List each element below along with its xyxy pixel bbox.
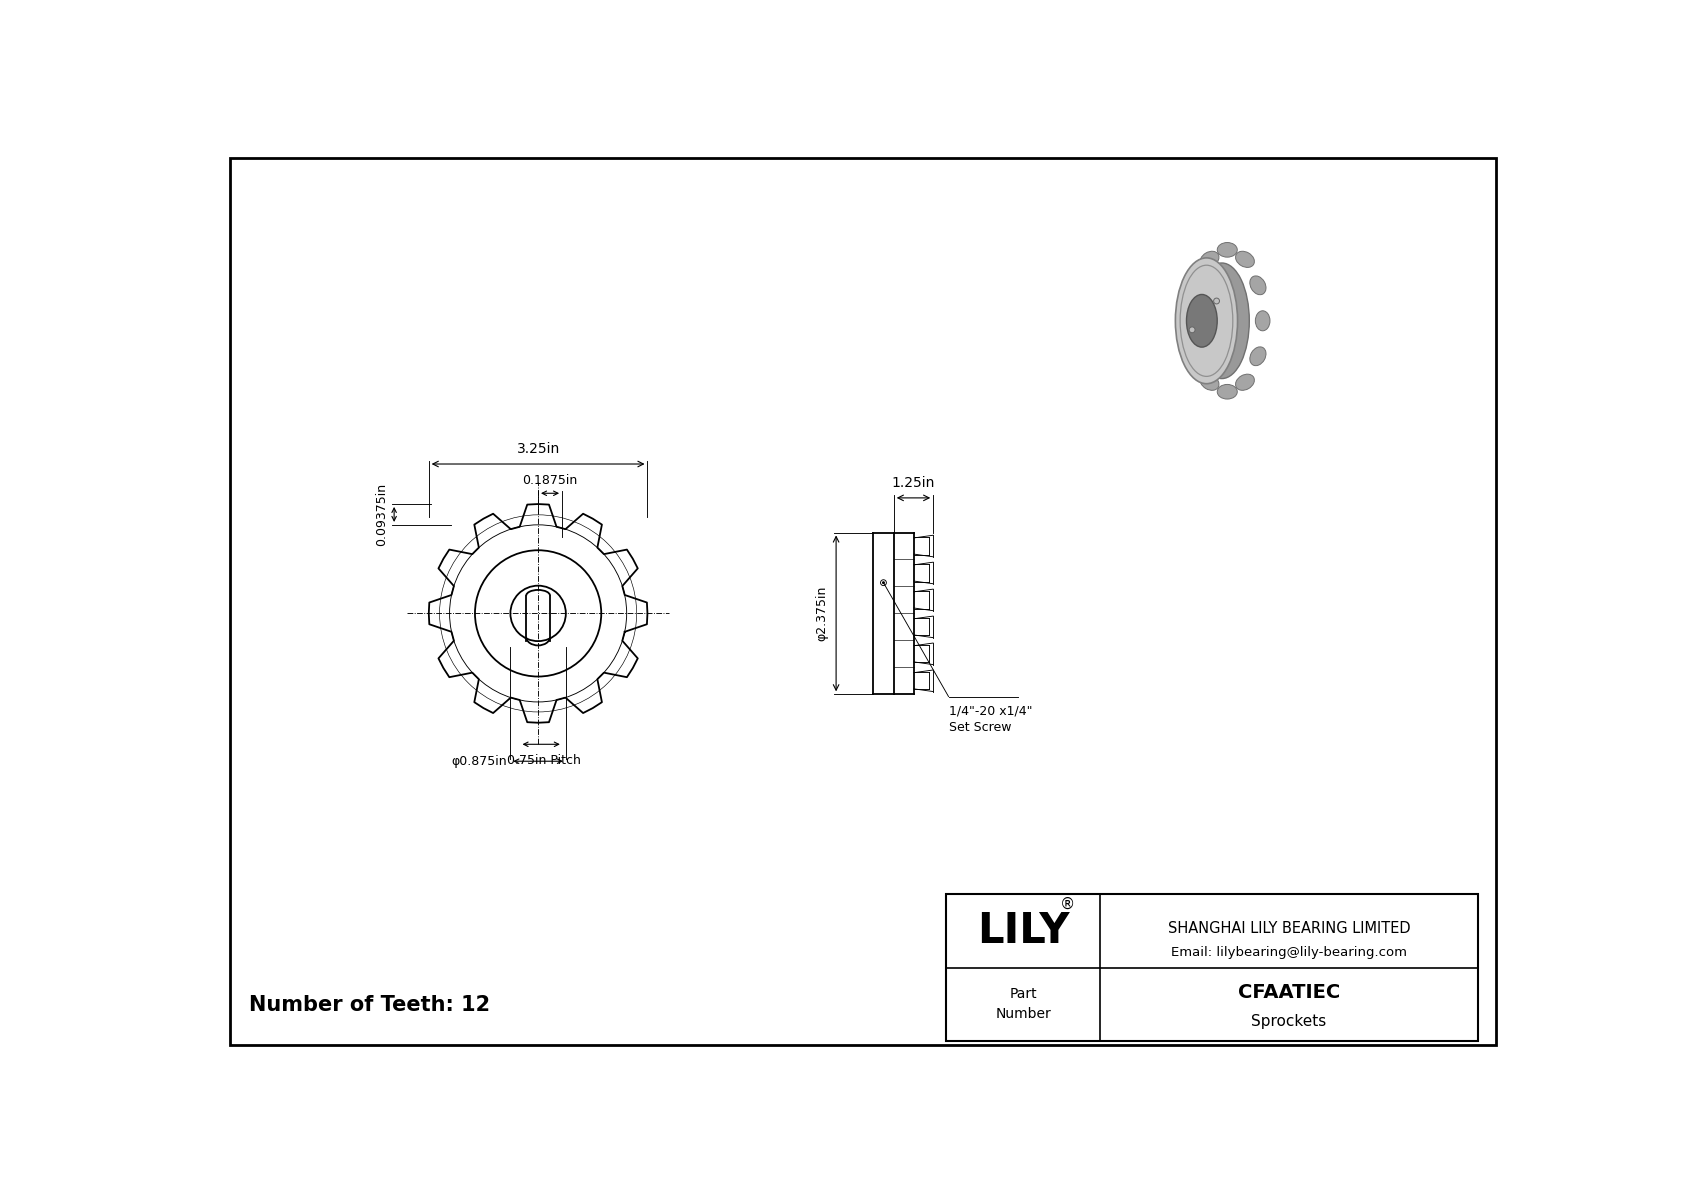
Circle shape xyxy=(1214,298,1219,304)
Text: 0.09375in: 0.09375in xyxy=(376,482,387,545)
Text: Set Screw: Set Screw xyxy=(948,722,1010,734)
Text: 1/4"-20 x1/4": 1/4"-20 x1/4" xyxy=(948,704,1032,717)
Text: Email: lilybearing@lily-bearing.com: Email: lilybearing@lily-bearing.com xyxy=(1170,947,1406,960)
Ellipse shape xyxy=(1201,374,1219,391)
Bar xyxy=(946,894,1477,1041)
Text: φ2.375in: φ2.375in xyxy=(815,586,829,641)
Text: Number of Teeth: 12: Number of Teeth: 12 xyxy=(249,994,490,1015)
Text: φ0.875in: φ0.875in xyxy=(451,755,507,768)
Text: Sprockets: Sprockets xyxy=(1251,1015,1327,1029)
Ellipse shape xyxy=(1201,251,1219,268)
Ellipse shape xyxy=(1236,374,1255,391)
Ellipse shape xyxy=(1255,311,1270,331)
Ellipse shape xyxy=(1187,294,1218,347)
Text: 1.25in: 1.25in xyxy=(893,476,935,491)
Ellipse shape xyxy=(1189,276,1204,294)
Circle shape xyxy=(1189,326,1196,332)
Ellipse shape xyxy=(1194,263,1250,379)
Text: 0.75in Pitch: 0.75in Pitch xyxy=(507,754,581,767)
Text: 0.1875in: 0.1875in xyxy=(522,474,578,487)
Bar xyxy=(946,894,1477,1041)
Ellipse shape xyxy=(1250,347,1266,366)
Ellipse shape xyxy=(1184,311,1199,331)
Ellipse shape xyxy=(1236,251,1255,268)
Ellipse shape xyxy=(1250,276,1266,294)
Text: Part
Number: Part Number xyxy=(995,987,1051,1021)
Text: ®: ® xyxy=(1059,897,1074,912)
Ellipse shape xyxy=(1218,243,1238,257)
Text: 3.25in: 3.25in xyxy=(517,442,559,456)
Text: CFAATIEC: CFAATIEC xyxy=(1238,983,1340,1002)
Ellipse shape xyxy=(1175,258,1238,384)
Text: SHANGHAI LILY BEARING LIMITED: SHANGHAI LILY BEARING LIMITED xyxy=(1167,921,1410,936)
Ellipse shape xyxy=(1189,347,1204,366)
Ellipse shape xyxy=(1218,385,1238,399)
Text: LILY: LILY xyxy=(977,910,1069,952)
